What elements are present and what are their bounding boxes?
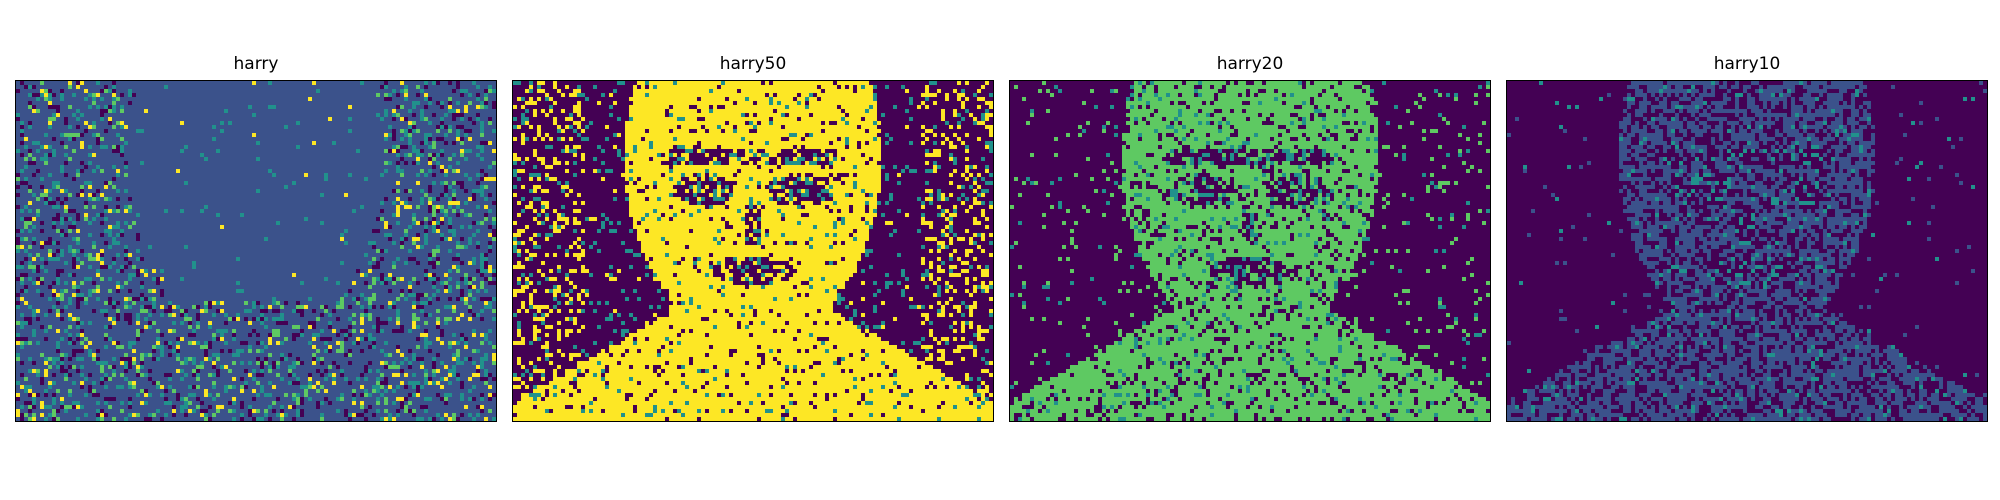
image-frame xyxy=(1009,80,1491,422)
panel-harry20: harry20 xyxy=(1009,0,1491,500)
image-frame xyxy=(1506,80,1988,422)
panel-title: harry20 xyxy=(1216,54,1284,74)
panel-harry: harry xyxy=(15,0,497,500)
panel-harry10: harry10 xyxy=(1506,0,1988,500)
portrait-image xyxy=(16,81,496,421)
image-frame xyxy=(512,80,994,422)
portrait-image xyxy=(513,81,993,421)
panel-harry50: harry50 xyxy=(512,0,994,500)
image-frame xyxy=(15,80,497,422)
portrait-image xyxy=(1010,81,1490,421)
panel-title: harry50 xyxy=(719,54,787,74)
portrait-image xyxy=(1507,81,1987,421)
panel-title: harry10 xyxy=(1713,54,1781,74)
panel-title: harry xyxy=(233,54,279,74)
